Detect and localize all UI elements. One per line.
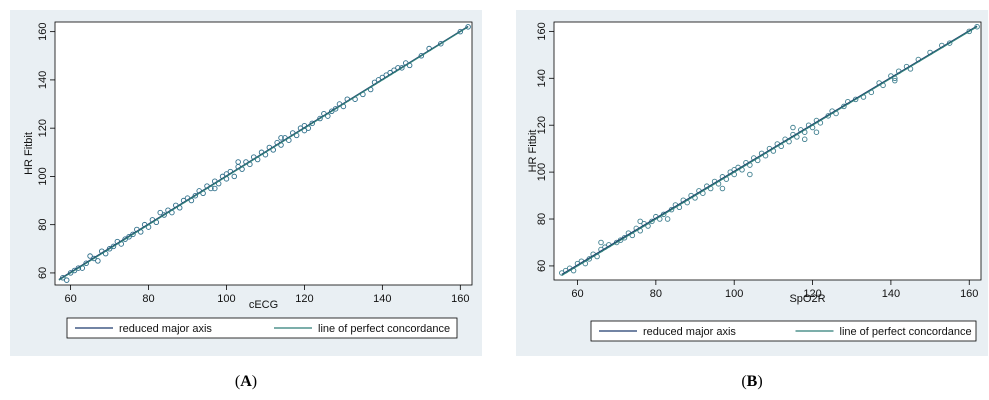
chart-b-ylabel: HR Fitbit [527, 130, 539, 173]
chart-a-ytick-label: 100 [37, 167, 49, 185]
chart-a-ytick-label: 140 [37, 71, 49, 89]
chart-b-point [637, 218, 643, 225]
chart-b-point [813, 129, 820, 135]
chart-b-point [747, 171, 753, 178]
chart-b-point [801, 136, 808, 143]
chart-b-xtick-label: 60 [571, 288, 583, 300]
chart-a-point [418, 53, 425, 59]
chart-b-legend-box [590, 320, 977, 342]
chart-a-legend-box [66, 317, 458, 339]
chart-a-point [161, 212, 167, 218]
panel-b: 60 80 100 120 140 160 60 80 100 120 140 160 HR Fitbi… [516, 10, 988, 356]
chart-b-ytick-label: 80 [536, 213, 548, 225]
chart-a-point [328, 108, 335, 115]
chart-b-line-rma [561, 25, 978, 275]
chart-a-point [71, 267, 78, 274]
chart-a-ytick-label: 60 [37, 267, 49, 279]
chart-b-legend-entry: reduced major axis [643, 326, 736, 338]
chart-a-point [130, 231, 136, 238]
chart-b-point [598, 239, 604, 246]
panel-label-b-letter: B [746, 373, 758, 390]
chart-b-xtick-label: 100 [725, 288, 743, 300]
chart-b-point [664, 216, 671, 222]
chart-a: 60 80 100 120 140 160 60 80 100 120 140 160 HR Fitbi… [10, 10, 482, 356]
chart-a-ylabel: HR Fitbit [23, 132, 35, 175]
chart-a-xtick-label: 60 [64, 293, 76, 305]
chart-a-xtick-label: 120 [295, 293, 313, 305]
panel-label-a: (A) [234, 373, 258, 390]
chart-a-line-concordance [58, 26, 469, 281]
chart-a-point [231, 173, 238, 180]
chart-a-ytick-label: 120 [37, 119, 49, 137]
chart-a-point [63, 277, 70, 283]
chart-a-point [122, 236, 128, 242]
chart-b-point [892, 77, 898, 84]
chart-a-xtick-label: 80 [142, 293, 154, 305]
chart-a-ytick-label: 80 [37, 219, 49, 231]
chart-b-ytick-label: 160 [536, 22, 548, 40]
chart-b-ytick-label: 120 [536, 116, 548, 134]
chart-a-xtick-label: 140 [373, 293, 391, 305]
panel-label-b: (B) [741, 373, 763, 390]
chart-a-point [317, 115, 323, 122]
chart-a-point [309, 120, 315, 127]
chart-b-line-concordance [561, 26, 978, 276]
chart-a-point [83, 260, 89, 267]
chart-a-point [126, 233, 132, 240]
chart-a-ytick-label: 160 [37, 22, 49, 40]
chart-a-point [332, 106, 339, 112]
chart-a-point [95, 258, 101, 264]
chart-a-point [87, 253, 93, 259]
chart-a-point [235, 159, 241, 165]
chart-a-legend: reduced major axis line of perfect concor… [66, 317, 458, 339]
panel-a: 60 80 100 120 140 160 60 80 100 120 140 160 HR Fitbi… [10, 10, 482, 356]
chart-b-xlabel: SpO2R [789, 293, 825, 305]
chart-a-point [192, 192, 199, 199]
chart-b-xtick-label: 160 [960, 288, 978, 300]
chart-b-ytick-label: 60 [536, 260, 548, 272]
chart-a-legend-entry: reduced major axis [119, 323, 212, 335]
chart-a-point [457, 28, 464, 35]
chart-a-xtick-label: 160 [451, 293, 469, 305]
chart-b-ytick-label: 140 [536, 69, 548, 87]
panel-label-a-letter: A [240, 373, 252, 390]
chart-a-xlabel: cECG [249, 299, 278, 311]
chart-a-point [91, 255, 97, 262]
chart-a-point [465, 24, 471, 30]
chart-a-point [399, 65, 405, 71]
chart-a-legend-entry: line of perfect concordance [318, 323, 450, 335]
chart-b-xtick-label: 120 [803, 288, 821, 300]
chart-b: 60 80 100 120 140 160 60 80 100 120 140 160 HR Fitbi… [516, 10, 988, 356]
chart-a-point [212, 185, 218, 192]
chart-a-point [67, 270, 74, 276]
chart-a-point [438, 40, 444, 47]
chart-a-point [110, 243, 117, 250]
chart-b-ytick-label: 100 [536, 163, 548, 181]
chart-a-point [278, 135, 284, 141]
chart-b-point [719, 185, 726, 192]
chart-a-point [75, 265, 82, 271]
chart-a-xtick-label: 100 [217, 293, 235, 305]
chart-a-point [106, 246, 113, 252]
chart-b-xtick-label: 80 [650, 288, 662, 300]
chart-b-legend-entry: line of perfect concordance [840, 326, 972, 338]
chart-a-point [157, 209, 163, 216]
chart-b-point [790, 124, 796, 131]
chart-b-legend: reduced major axis line of perfect concor… [590, 320, 977, 342]
chart-b-xtick-label: 140 [882, 288, 900, 300]
